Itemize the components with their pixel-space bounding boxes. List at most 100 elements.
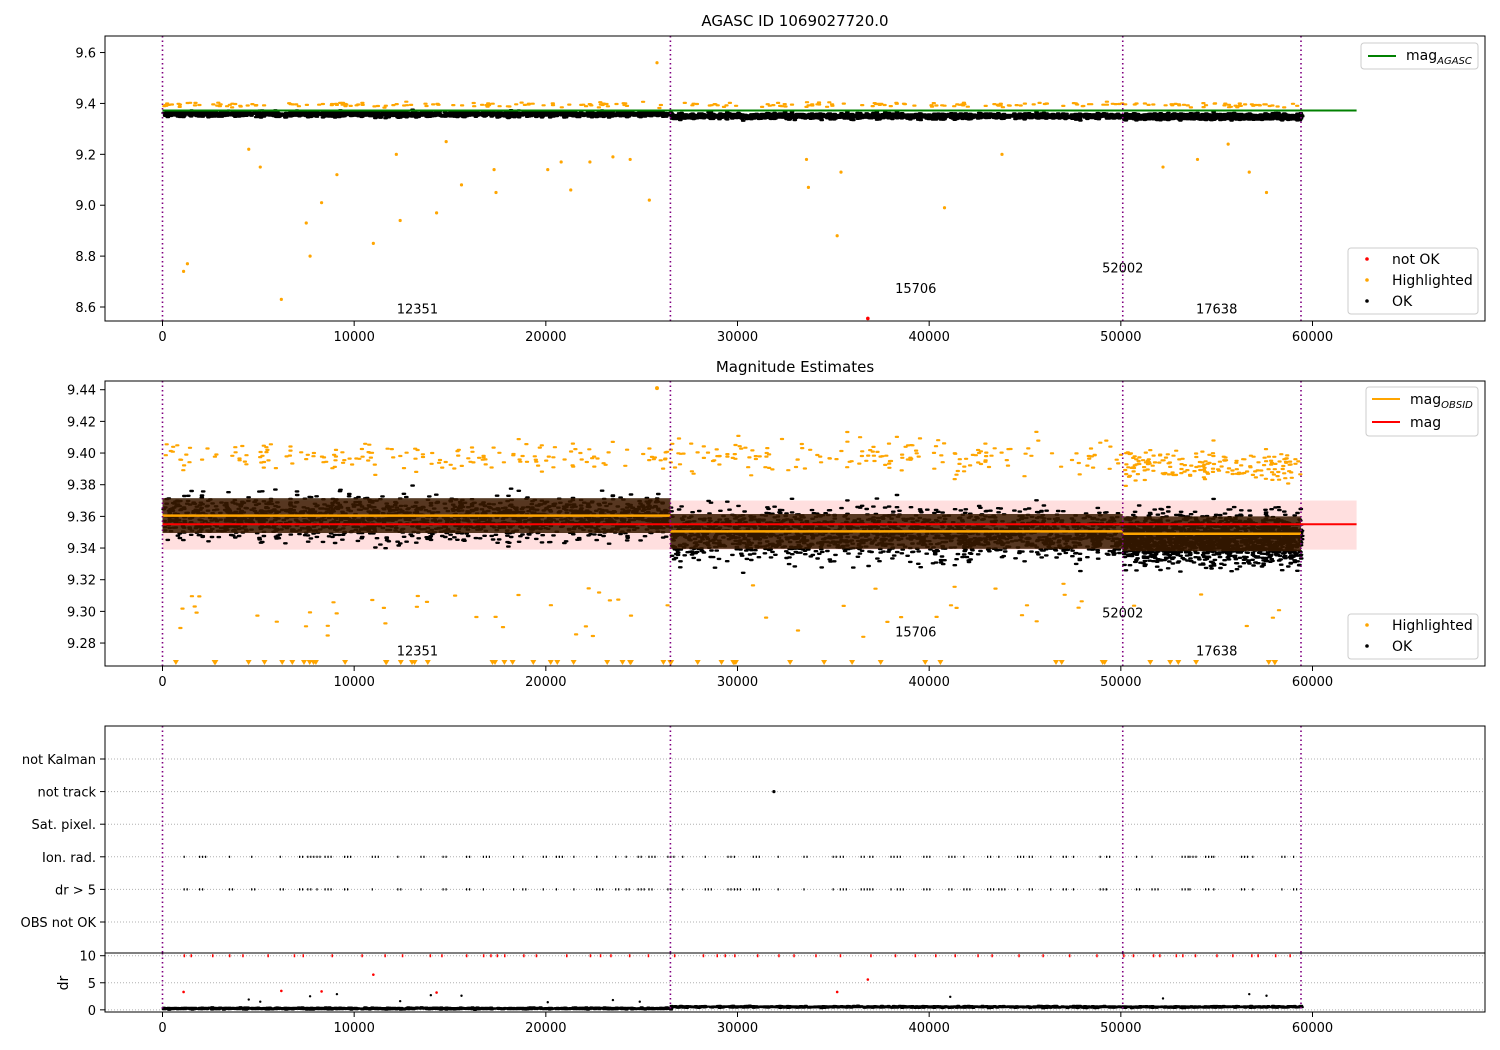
x-tick-label: 30000 xyxy=(717,675,758,690)
highlighted-point xyxy=(304,221,308,225)
dr-outlier xyxy=(1248,992,1251,996)
x-tick-label: 0 xyxy=(158,1021,166,1036)
middle-axes-layer: 12351 15706 52002 17638 9.44 9.42 9.40 9.38 9.36… xyxy=(67,380,1486,690)
y-tick-label: 9.40 xyxy=(67,447,96,462)
y-tick-label: 9.4 xyxy=(75,97,96,112)
dr-outlier xyxy=(259,1000,262,1003)
y-tick-label: 9.34 xyxy=(67,542,96,557)
highlighted-point xyxy=(588,160,592,164)
y-tick-label: 9.38 xyxy=(67,479,96,494)
highlighted-point xyxy=(559,160,563,164)
y-tick-label: 9.30 xyxy=(67,605,96,620)
dr-outlier-red xyxy=(435,991,438,994)
dr-axis-label: dr xyxy=(56,975,72,990)
x-tick-label: 40000 xyxy=(908,1021,949,1036)
legend-ok-marker xyxy=(1365,644,1369,648)
highlighted-point xyxy=(394,152,398,156)
x-tick-label: 30000 xyxy=(717,330,758,345)
top-panel: 12351 15706 52002 17638 9.6 9.4 9.2 9.0 8.8 8.6 0 1… xyxy=(75,35,1486,345)
dr-outlier xyxy=(429,994,433,997)
obsid-annotation: 52002 xyxy=(1102,607,1143,622)
dr-outlier xyxy=(1265,994,1268,997)
highlighted-point xyxy=(1161,165,1165,169)
dr-outlier xyxy=(546,1001,549,1004)
legend-ok-marker xyxy=(1365,299,1369,303)
highlighted-points xyxy=(163,430,1303,487)
dr-outlier-red xyxy=(372,973,375,976)
highlighted-point xyxy=(546,167,550,172)
highlighted-point xyxy=(655,61,659,65)
legend-highlighted-marker xyxy=(1365,623,1369,627)
x-tick-label: 10000 xyxy=(333,675,374,690)
top-axes-layer: 12351 15706 52002 17638 9.6 9.4 9.2 9.0 8.8 8.6 0 1… xyxy=(75,35,1486,345)
x-tick-label: 0 xyxy=(158,330,166,345)
legend-highlighted-marker xyxy=(1365,278,1369,282)
highlighted-point xyxy=(611,155,615,159)
highlighted-point xyxy=(459,183,464,187)
highlighted-point xyxy=(371,241,375,245)
dr-outlier-red xyxy=(866,978,870,981)
flags-panel: not Kalman not track Sat. pixel. Ion. rad. d… xyxy=(21,725,1486,954)
obsid-annotation: 52002 xyxy=(1102,262,1143,277)
highlighted-point xyxy=(494,190,498,195)
x-tick-label: 60000 xyxy=(1292,1021,1333,1036)
y-tick-label: 0 xyxy=(88,1004,96,1019)
y-tick-label: 9.42 xyxy=(67,415,96,430)
x-tick-label: 40000 xyxy=(908,330,949,345)
highlighted-point xyxy=(398,218,402,223)
dr-outlier-red xyxy=(320,990,323,993)
legend-ok-label: OK xyxy=(1392,294,1413,310)
x-tick-label: 60000 xyxy=(1292,675,1333,690)
x-tick-label: 20000 xyxy=(525,1021,566,1036)
highlighted-points xyxy=(162,100,1300,110)
y-tick-label: 9.32 xyxy=(67,574,96,589)
top-legend-lines: magAGASC xyxy=(1360,42,1479,70)
highlighted-points-low xyxy=(178,582,1282,638)
legend-not-ok-label: not OK xyxy=(1392,252,1440,268)
highlighted-point xyxy=(942,206,947,210)
axes-frame xyxy=(104,380,1486,667)
highlighted-point xyxy=(1247,170,1251,174)
highlighted-point xyxy=(434,211,439,215)
x-tick-label: 10000 xyxy=(333,330,374,345)
y-tick-label: 8.8 xyxy=(75,250,96,265)
middle-panel-title: Magnitude Estimates xyxy=(716,358,874,376)
x-tick-label: 30000 xyxy=(717,1021,758,1036)
middle-legend-lines: magOBSID mag xyxy=(1365,386,1479,437)
category-label: not Kalman xyxy=(22,753,96,768)
highlighted-point xyxy=(1264,190,1269,195)
y-tick-label: 9.6 xyxy=(75,47,96,62)
category-label: not track xyxy=(37,786,96,801)
highlighted-point xyxy=(444,140,448,144)
y-tick-label: 10 xyxy=(79,950,96,965)
x-tick-label: 60000 xyxy=(1292,330,1333,345)
highlighted-point xyxy=(279,297,283,301)
flags-axes-layer xyxy=(104,725,1486,954)
highlighted-point xyxy=(839,170,843,174)
dr-outlier-red xyxy=(280,989,283,993)
highlighted-point xyxy=(1195,157,1200,162)
y-tick-label: 9.28 xyxy=(67,637,96,652)
obsid-annotation: 15706 xyxy=(895,626,936,641)
middle-legend-points: Highlighted OK xyxy=(1347,613,1479,660)
highlighted-point xyxy=(319,201,324,205)
dr-outlier xyxy=(949,995,952,999)
highlighted-point xyxy=(258,165,262,169)
dr-axes-layer: 10 5 0 0 10000 20000 30000 40000 50000 60000 xyxy=(79,950,1486,1036)
y-tick-label: 9.2 xyxy=(75,148,96,163)
highlighted-point xyxy=(835,234,839,238)
category-label: dr > 5 xyxy=(55,883,96,898)
obsid-annotation: 17638 xyxy=(1196,645,1237,660)
dr-points xyxy=(161,1004,1304,1011)
dr-outlier xyxy=(1161,997,1165,1000)
ok-points xyxy=(161,108,1305,122)
dr-outlier xyxy=(308,995,312,998)
highlighted-point xyxy=(647,198,651,202)
y-tick-label: 9.36 xyxy=(67,510,96,525)
obsid-annotation: 12351 xyxy=(397,645,438,660)
obsid-annotation: 17638 xyxy=(1196,302,1237,317)
x-tick-label: 20000 xyxy=(525,330,566,345)
legend-frame xyxy=(1347,247,1479,315)
top-panel-title: AGASC ID 1069027720.0 xyxy=(701,12,888,30)
